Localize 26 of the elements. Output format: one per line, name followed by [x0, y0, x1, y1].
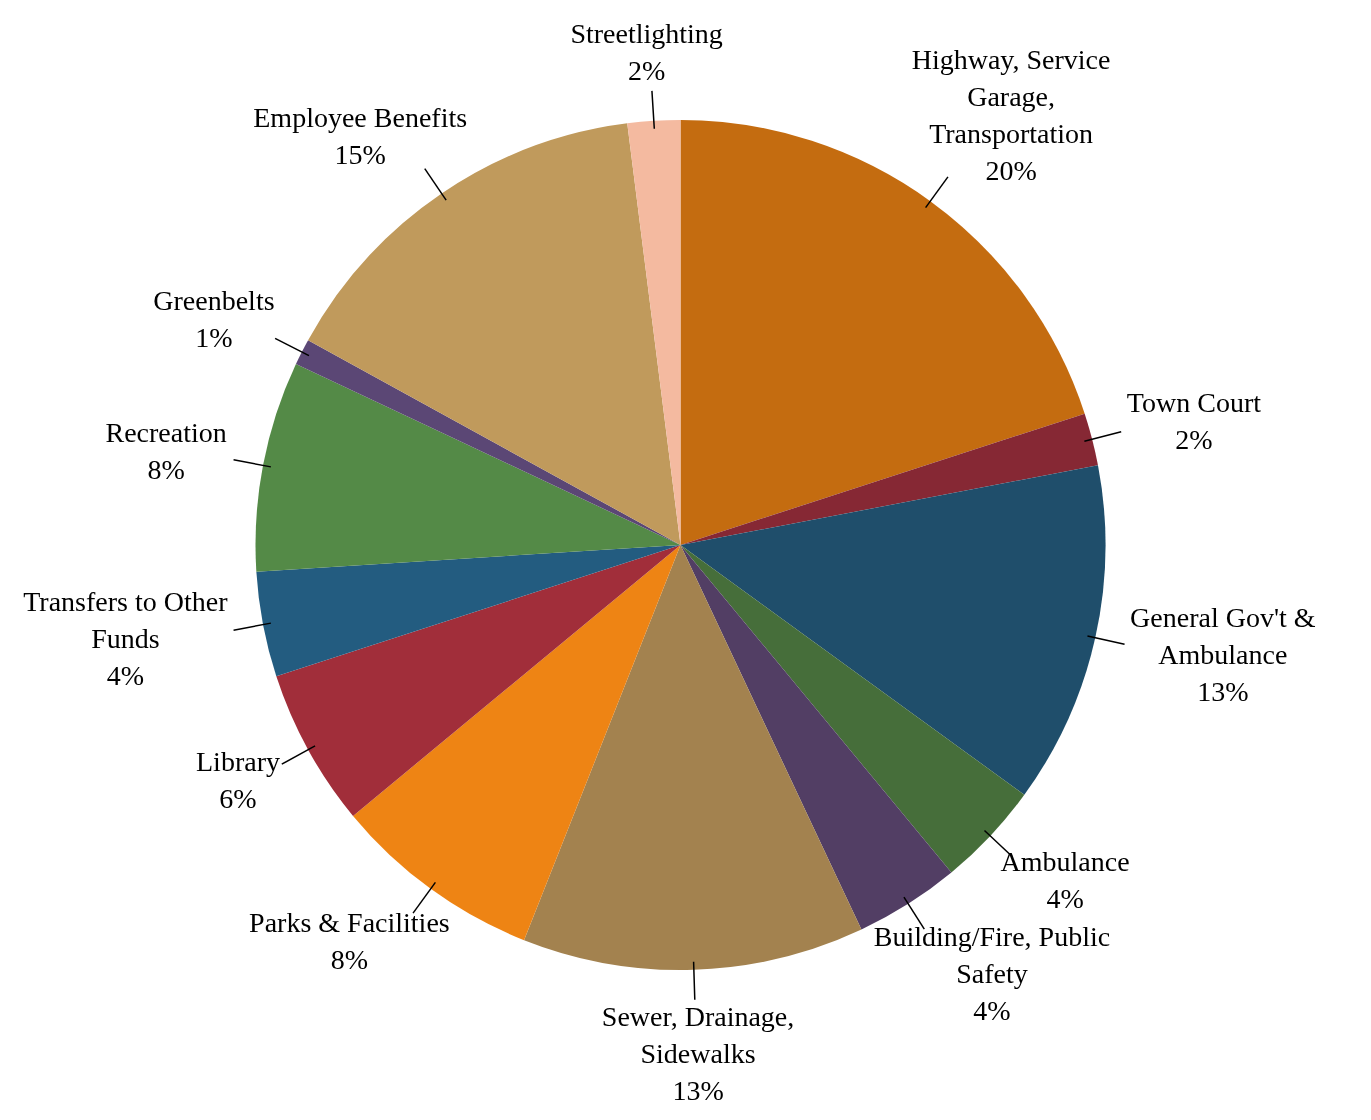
- slice-label: Streetlighting: [570, 17, 723, 49]
- data-label: 8%: [330, 943, 369, 975]
- data-label: 2%: [1175, 423, 1213, 455]
- slice-label: Highway, Service Garage, Transportation: [911, 43, 1111, 149]
- data-label: 2%: [627, 54, 666, 86]
- slice-label: Greenbelts: [153, 285, 275, 317]
- slice-label: Sewer, Drainage, Sidewalks: [601, 1000, 795, 1069]
- slice-label: Town Court: [1126, 386, 1262, 418]
- data-label: 1%: [195, 322, 233, 354]
- data-label: 4%: [106, 660, 145, 692]
- data-label: 13%: [672, 1074, 724, 1106]
- slice-label: Library: [196, 745, 280, 777]
- slice-label: Parks & Facilities: [249, 906, 450, 938]
- data-label: 8%: [147, 453, 185, 485]
- data-label: 15%: [334, 138, 386, 170]
- slice-label: Building/Fire, Public Safety: [873, 921, 1111, 990]
- data-label: 4%: [1046, 882, 1084, 914]
- data-label: 20%: [985, 154, 1037, 186]
- data-label: 4%: [973, 995, 1011, 1027]
- data-label: 6%: [219, 782, 257, 814]
- data-label: 13%: [1197, 675, 1249, 707]
- slice-label: Transfers to Other Funds: [23, 586, 229, 655]
- slice-label: Employee Benefits: [253, 101, 468, 133]
- slice-label: General Gov't & Ambulance: [1130, 601, 1316, 670]
- slice-label: Ambulance: [1000, 845, 1130, 877]
- slice-label: Recreation: [105, 416, 227, 448]
